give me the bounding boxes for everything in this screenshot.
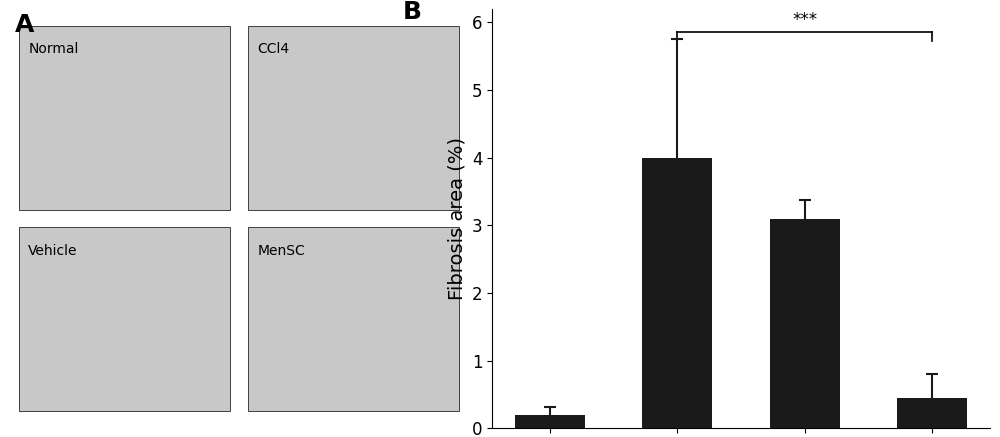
Bar bbox=[515, 415, 585, 428]
Text: A: A bbox=[15, 13, 34, 37]
Text: Normal: Normal bbox=[28, 42, 79, 56]
Text: ***: *** bbox=[792, 11, 817, 29]
FancyBboxPatch shape bbox=[248, 227, 459, 412]
Bar bbox=[642, 158, 712, 428]
Text: CCl4: CCl4 bbox=[257, 42, 290, 56]
Y-axis label: Fibrosis area (%): Fibrosis area (%) bbox=[447, 137, 466, 300]
Bar bbox=[770, 218, 840, 428]
Text: MenSC: MenSC bbox=[257, 244, 305, 258]
Text: B: B bbox=[402, 0, 421, 24]
FancyBboxPatch shape bbox=[19, 227, 230, 412]
Text: Vehicle: Vehicle bbox=[28, 244, 78, 258]
FancyBboxPatch shape bbox=[248, 25, 459, 210]
Bar bbox=[897, 398, 967, 428]
FancyBboxPatch shape bbox=[19, 25, 230, 210]
